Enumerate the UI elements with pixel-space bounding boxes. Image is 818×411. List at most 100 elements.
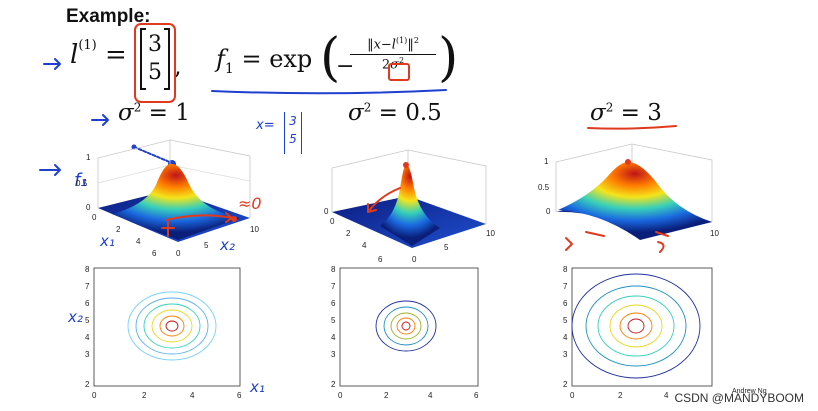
- svg-text:5: 5: [204, 241, 209, 250]
- frac-num-sq: 2: [413, 36, 419, 45]
- frac-num-end: ‖: [407, 37, 414, 53]
- sigma-label-3: σ2 = 3: [590, 100, 662, 126]
- surface-plot-2: 0 0 2 4 6 0 5 10: [324, 149, 495, 264]
- arrow-icon-landmark: [43, 58, 61, 70]
- frac-num-sup: (1): [395, 36, 408, 45]
- formula-comma: ,: [174, 52, 182, 80]
- svg-text:2: 2: [563, 380, 568, 389]
- svg-text:4: 4: [428, 391, 433, 400]
- landmark-vec-top: 3: [148, 32, 162, 57]
- red-mark-icon-3b: [655, 231, 669, 253]
- svg-text:3: 3: [563, 350, 568, 359]
- formula-underline: [211, 89, 447, 95]
- vector-highlight-box: [134, 23, 176, 103]
- svg-text:6: 6: [563, 299, 568, 308]
- svg-text:2: 2: [384, 391, 389, 400]
- svg-text:7: 7: [85, 282, 90, 291]
- sigma-label-1: σ2 = 1: [118, 100, 190, 126]
- svg-text:3: 3: [331, 350, 336, 359]
- hand-x2-contour: x₂: [68, 308, 83, 326]
- frac-den-sq: 2: [399, 56, 405, 66]
- svg-text:0: 0: [330, 217, 335, 226]
- svg-text:0: 0: [412, 255, 417, 264]
- z-tick-0-5: 0.5: [76, 179, 88, 188]
- svg-text:2: 2: [346, 229, 351, 238]
- surface-plot-3: 1 0.5 0 10: [538, 143, 719, 240]
- svg-text:4: 4: [136, 237, 141, 246]
- sigma-highlight-box: [388, 63, 410, 81]
- z-tick-1: 1: [86, 153, 91, 162]
- frac-den-pre: 2: [381, 57, 391, 73]
- svg-text:0: 0: [92, 391, 97, 400]
- svg-text:4: 4: [190, 391, 195, 400]
- svg-text:10: 10: [486, 229, 495, 238]
- landmark-equals: =: [105, 40, 127, 70]
- svg-text:5: 5: [85, 316, 90, 325]
- svg-text:8: 8: [331, 265, 336, 274]
- svg-text:2: 2: [116, 225, 121, 234]
- red-arrow-icon-2: [367, 187, 401, 213]
- svg-text:5: 5: [331, 316, 336, 325]
- fraction: ‖x−l(1)‖2 2σ2: [350, 36, 436, 73]
- red-point-icon: [231, 216, 237, 222]
- contour-plot-3: 8 7 6 5 4 3 2 0 2 4: [563, 265, 713, 400]
- red-mark-icon-3a: [565, 231, 605, 251]
- svg-text:0: 0: [570, 391, 575, 400]
- red-cross-icon: [161, 221, 175, 237]
- landmark-definition: l(1) =: [70, 38, 127, 70]
- peak-pointer-icon: [133, 146, 173, 164]
- svg-text:10: 10: [250, 225, 259, 234]
- svg-text:0: 0: [176, 249, 181, 258]
- svg-text:8: 8: [85, 265, 90, 274]
- svg-text:4: 4: [563, 333, 568, 342]
- svg-text:2: 2: [331, 380, 336, 389]
- svg-text:1: 1: [544, 157, 549, 166]
- surface-plot-1: 1 0.5 0 0 2 4 6 0 5 10: [76, 139, 259, 258]
- svg-text:4: 4: [362, 241, 367, 250]
- hand-x-vector: 3 5: [284, 112, 302, 154]
- arrow-icon-f1: [39, 164, 61, 176]
- f-label: f: [216, 45, 225, 73]
- arrow-icon-sigma: [91, 114, 109, 126]
- svg-text:6: 6: [237, 391, 242, 400]
- svg-text:5: 5: [563, 316, 568, 325]
- hand-f1: f₁: [74, 170, 88, 191]
- svg-text:2: 2: [85, 380, 90, 389]
- slide-title: Example:: [66, 6, 151, 27]
- hand-x2-3d: x₂: [220, 236, 235, 254]
- svg-text:8: 8: [563, 265, 568, 274]
- minus-sign: −: [336, 54, 355, 79]
- pointer-dot-icon: [131, 144, 137, 150]
- svg-text:2: 2: [618, 391, 623, 400]
- svg-text:5: 5: [444, 243, 449, 252]
- svg-text:0: 0: [92, 213, 97, 222]
- landmark-vec-bottom: 5: [148, 60, 162, 85]
- svg-text:6: 6: [331, 299, 336, 308]
- svg-text:0: 0: [324, 207, 329, 216]
- paren-left: (: [320, 28, 341, 88]
- landmark-label: l: [70, 40, 79, 70]
- svg-text:6: 6: [85, 299, 90, 308]
- hand-x1-3d: x₁: [100, 232, 115, 250]
- svg-text:6: 6: [378, 255, 383, 264]
- svg-text:2: 2: [142, 391, 147, 400]
- contour-plot-1: 8 7 6 5 4 3 2 0 2 4 6: [85, 265, 242, 400]
- contour-plot-2: 8 7 6 5 4 3 2 0 2 4 6: [331, 265, 479, 400]
- svg-text:10: 10: [710, 229, 719, 238]
- frac-numerator: ‖x−l: [367, 37, 396, 53]
- svg-text:4: 4: [85, 333, 90, 342]
- svg-text:6: 6: [474, 391, 479, 400]
- sigma3-underline: [587, 125, 677, 130]
- author-credit: Andrew Ng: [732, 388, 767, 395]
- hand-x1-contour: x₁: [250, 378, 265, 396]
- f-equals-exp: = exp: [241, 45, 313, 73]
- sigma-label-2: σ2 = 0.5: [348, 100, 442, 126]
- frac-den-sigma: σ: [390, 57, 400, 73]
- hand-x-equals: x=: [256, 118, 275, 133]
- landmark-vector: 3 5: [140, 28, 170, 90]
- svg-text:0.5: 0.5: [538, 183, 550, 192]
- z-tick-0: 0: [86, 203, 91, 212]
- kernel-formula: f1 = exp: [216, 45, 312, 77]
- svg-text:0: 0: [546, 207, 551, 216]
